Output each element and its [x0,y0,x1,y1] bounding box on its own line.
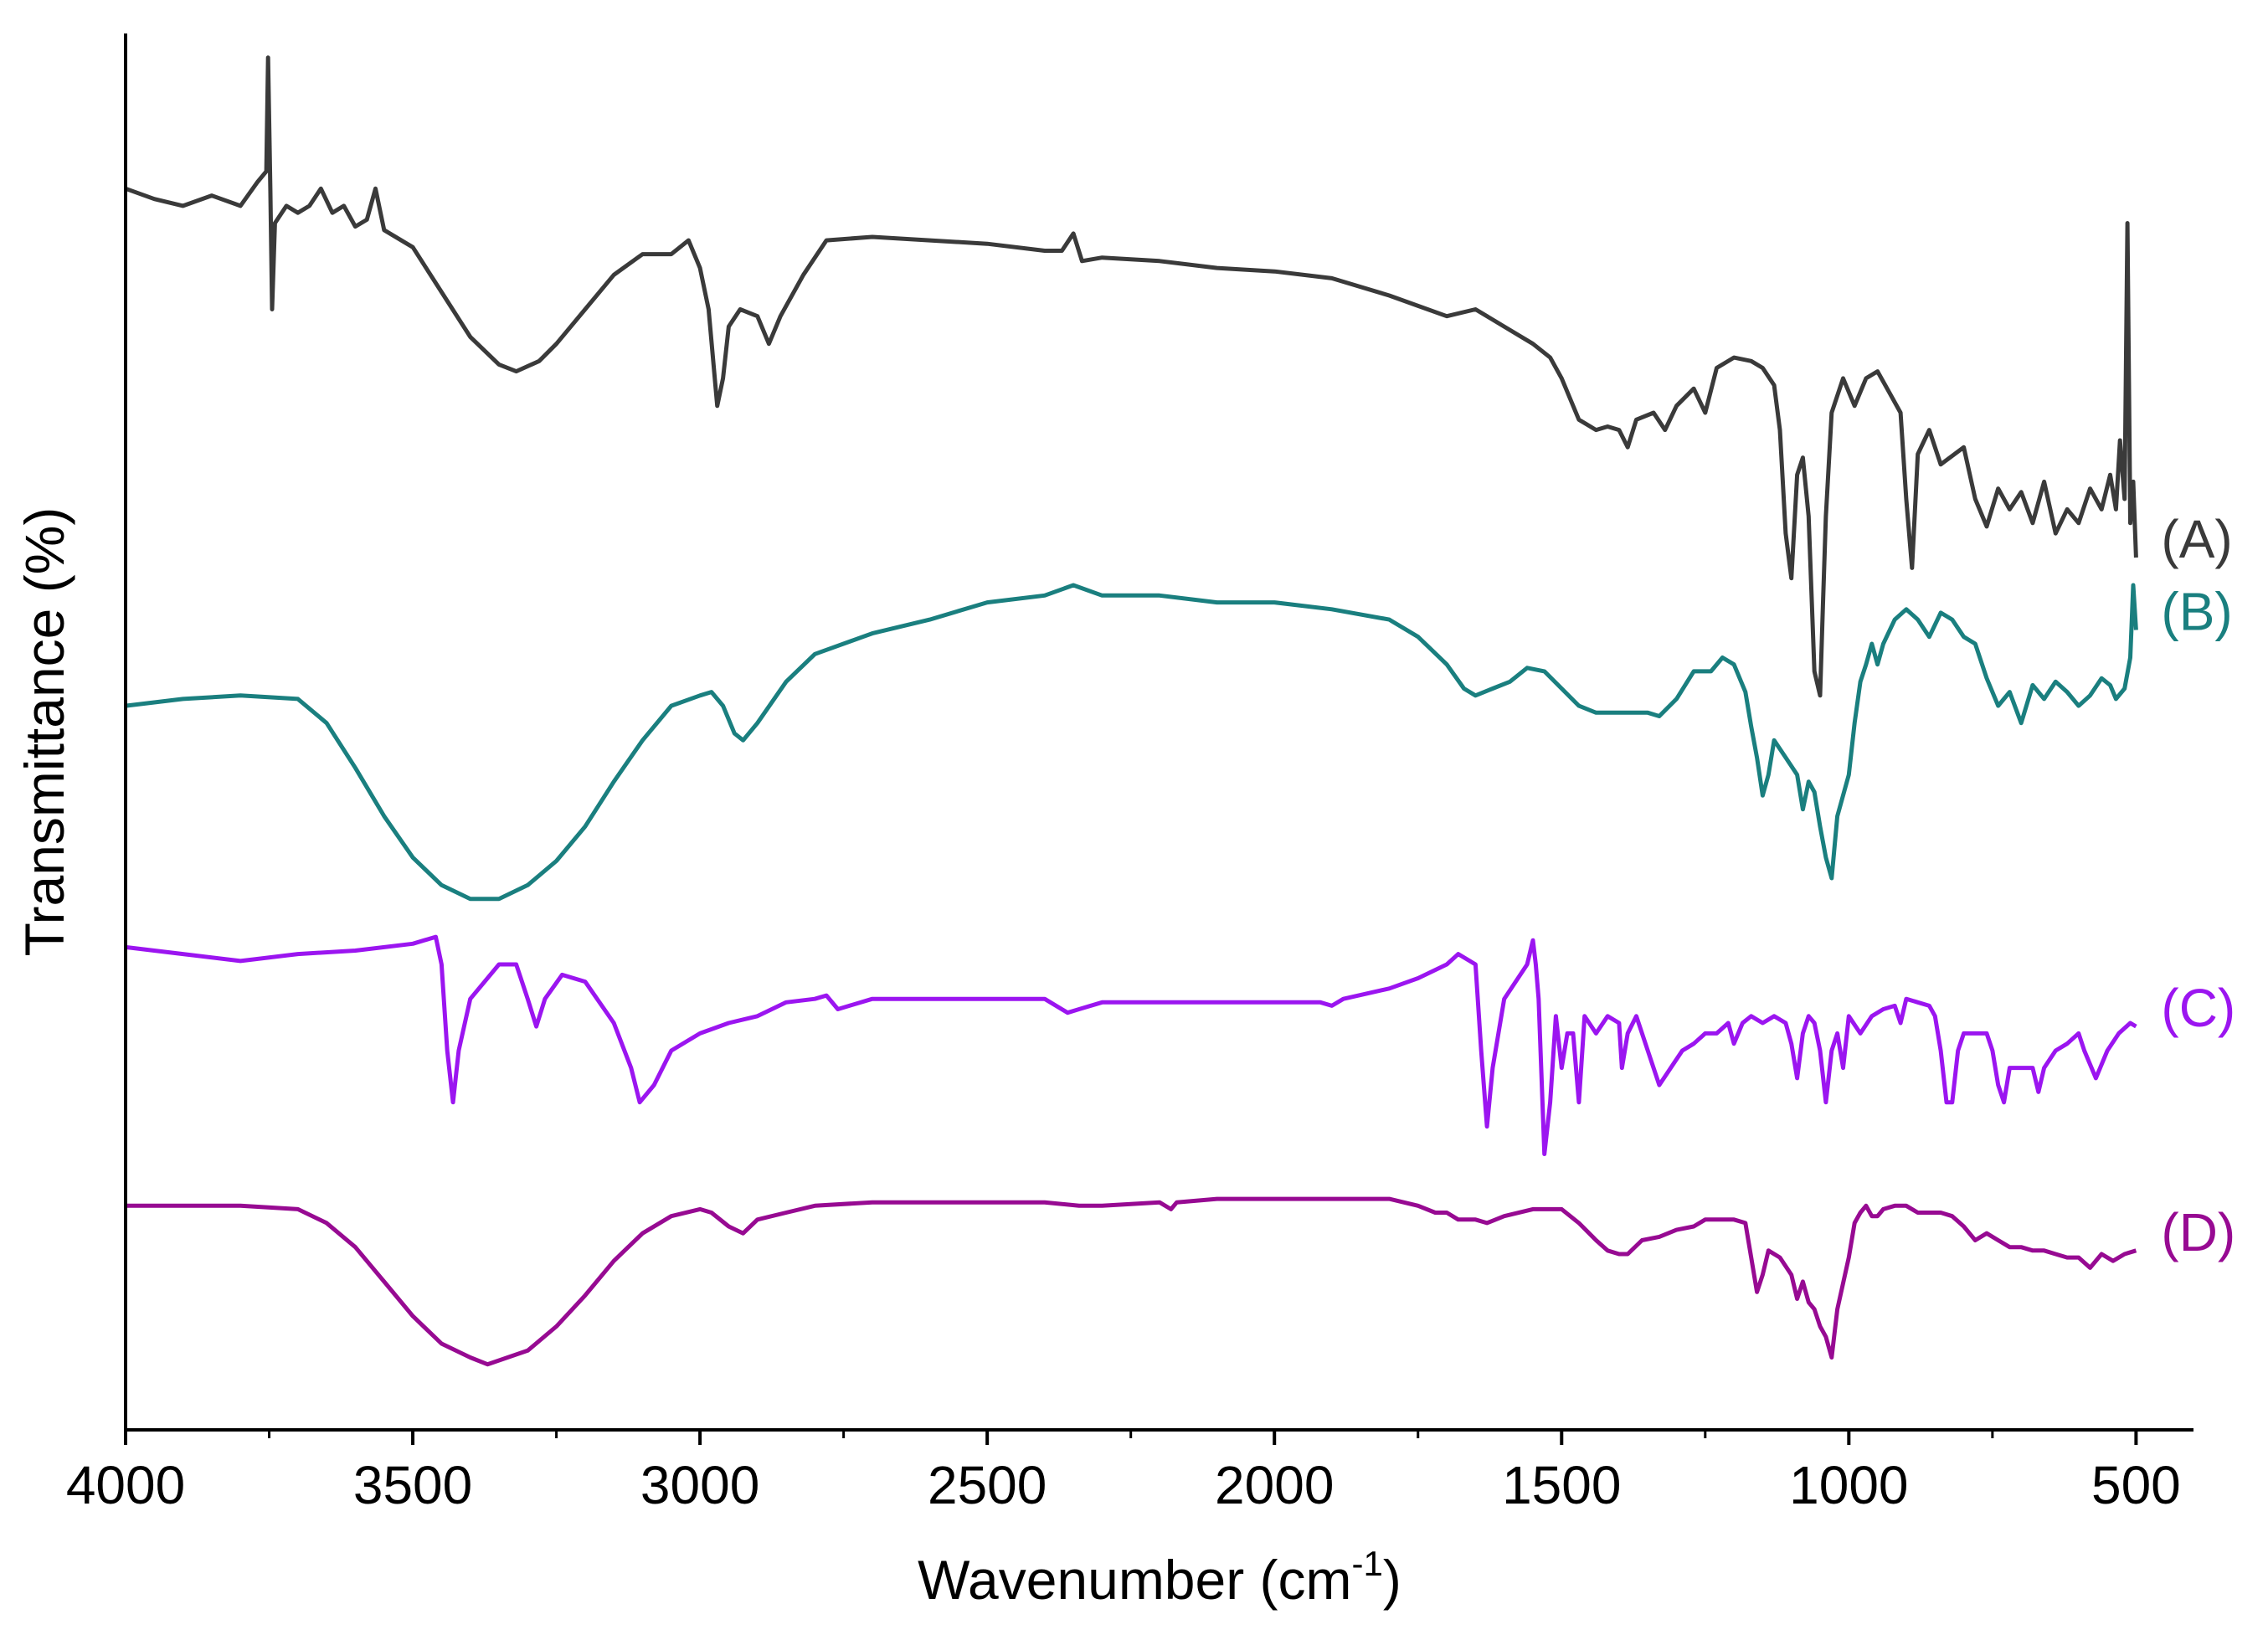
x-tick-label: 3500 [353,1455,472,1515]
series-label-4: (D) [2161,1202,2235,1262]
series-line-3 [125,934,2137,1156]
x-axis-title-superscript: -1 [1352,1544,1383,1583]
series-line-1 [125,55,2138,698]
x-tick-label: 3000 [640,1455,759,1515]
x-tick-label: 4000 [66,1455,185,1515]
x-ticks: 4000 3500 3000 2500 2000 1500 1000 500 [66,1430,2181,1515]
x-axis-title-close: ) [1383,1549,1401,1611]
spectra-curves [125,55,2138,1367]
series-line-2 [125,583,2138,902]
axes [124,33,2193,1432]
series-label-2: (B) [2161,582,2232,642]
x-tick-label: 1000 [1789,1455,1908,1515]
y-axis-title: Transmittance (%) [13,507,75,957]
x-tick-label: 2500 [928,1455,1047,1515]
x-tick-label: 1500 [1502,1455,1621,1515]
x-axis-title-text: Wavenumber (cm [918,1549,1351,1611]
series-label-1: (A) [2161,509,2232,569]
series-line-4 [126,1196,2137,1367]
series-label-3: (C) [2161,978,2235,1038]
x-axis-title: Wavenumber (cm-1) [918,1544,1401,1611]
x-tick-label: 2000 [1215,1455,1334,1515]
series-labels: (A) (B) (C) (D) [2161,509,2235,1262]
x-tick-label: 500 [2091,1455,2181,1515]
